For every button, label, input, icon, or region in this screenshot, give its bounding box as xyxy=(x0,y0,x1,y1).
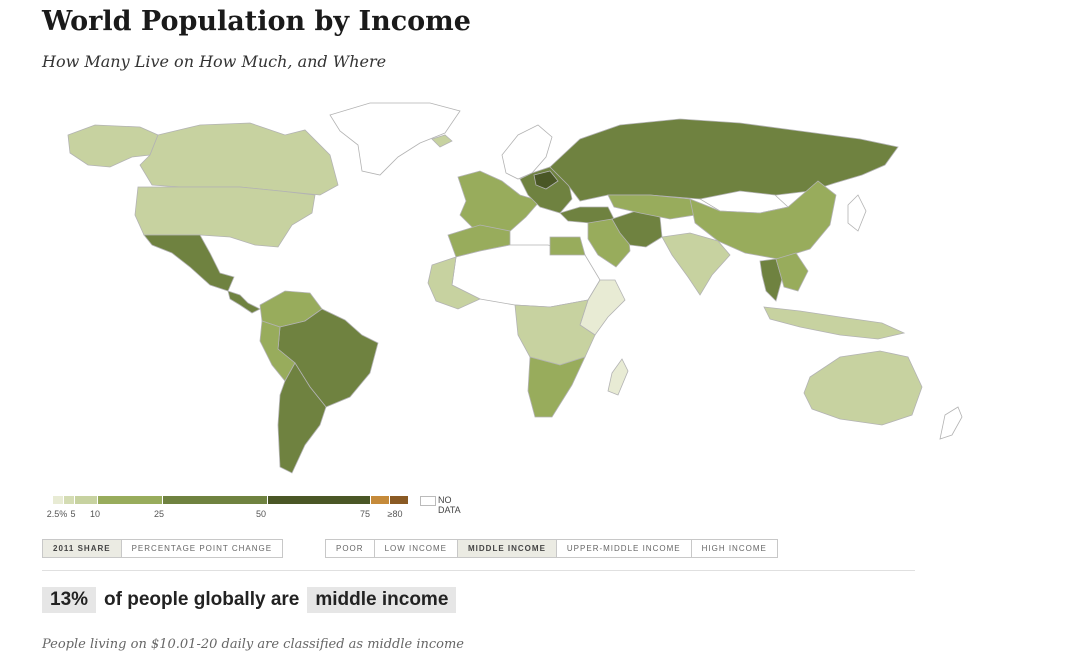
map-region-scandinavia[interactable] xyxy=(501,124,553,180)
map-region-southeast-asia[interactable] xyxy=(775,252,809,292)
legend-swatch xyxy=(64,496,75,504)
metric-toggle: 2011 SHARE PERCENTAGE POINT CHANGE xyxy=(42,539,284,558)
map-region-mexico[interactable] xyxy=(143,234,235,292)
map-region-west-africa[interactable] xyxy=(427,256,481,310)
map-region-india[interactable] xyxy=(661,232,731,296)
income-button-middle-income[interactable]: MIDDLE INCOME xyxy=(458,540,557,557)
map-region-madagascar[interactable] xyxy=(607,358,629,396)
map-region-indonesia[interactable] xyxy=(763,306,906,340)
income-button-upper-middle-income[interactable]: UPPER-MIDDLE INCOME xyxy=(556,540,692,557)
divider xyxy=(42,570,915,571)
legend-color-bar xyxy=(53,496,409,504)
map-region-canada[interactable] xyxy=(139,122,339,196)
metric-button-2011-share[interactable]: 2011 SHARE xyxy=(43,540,122,557)
map-region-alaska[interactable] xyxy=(67,124,159,168)
legend-swatch xyxy=(53,496,64,504)
legend-swatch xyxy=(390,496,409,504)
page-title: World Population by Income xyxy=(42,6,471,37)
map-region-western-europe[interactable] xyxy=(457,170,541,234)
legend-swatch xyxy=(98,496,163,504)
income-button-high-income[interactable]: HIGH INCOME xyxy=(691,540,777,557)
legend: 2.5% 5 10 25 50 75 ≥80 NO DATA xyxy=(47,495,473,526)
map-region-southern-cone[interactable] xyxy=(277,362,327,474)
map-region-central-america[interactable] xyxy=(227,290,261,314)
stat-group: middle income xyxy=(307,587,457,613)
map-region-iceland[interactable] xyxy=(431,134,453,148)
map-region-belarus[interactable] xyxy=(533,170,559,190)
income-button-poor[interactable]: POOR xyxy=(326,540,375,557)
legend-swatch xyxy=(163,496,268,504)
legend-tick: 10 xyxy=(89,509,101,519)
map-region-central-africa[interactable] xyxy=(514,299,596,366)
legend-tick: ≥80 xyxy=(387,509,403,519)
legend-tick: 5 xyxy=(70,509,76,519)
stat-value: 13% xyxy=(42,587,97,613)
legend-swatch xyxy=(268,496,371,504)
stat-summary: 13% of people globally are middle income xyxy=(42,587,457,613)
map-region-japan[interactable] xyxy=(847,194,867,232)
map-region-eastern-europe[interactable] xyxy=(519,166,573,214)
legend-no-data-label: NO DATA xyxy=(438,495,461,515)
income-button-low-income[interactable]: LOW INCOME xyxy=(374,540,459,557)
legend-tick: 50 xyxy=(255,509,267,519)
map-region-egypt[interactable] xyxy=(549,236,586,256)
footnote: People living on $10.01-20 daily are cla… xyxy=(42,637,465,652)
legend-tick: 2.5% xyxy=(46,509,68,519)
map-region-new-zealand[interactable] xyxy=(939,406,963,440)
stat-text: of people globally are xyxy=(104,589,300,610)
legend-tick: 75 xyxy=(359,509,371,519)
income-toggle: POOR LOW INCOME MIDDLE INCOME UPPER-MIDD… xyxy=(325,539,778,558)
map-region-australia[interactable] xyxy=(803,350,923,426)
map-region-southern-africa[interactable] xyxy=(527,356,586,418)
legend-no-data-swatch xyxy=(420,496,436,506)
map-region-central-asia[interactable] xyxy=(607,194,696,220)
metric-button-percentage-point-change[interactable]: PERCENTAGE POINT CHANGE xyxy=(121,540,283,557)
world-map xyxy=(67,102,963,474)
map-region-greenland[interactable] xyxy=(329,102,461,176)
page-subtitle: How Many Live on How Much, and Where xyxy=(42,52,387,71)
map-region-russia[interactable] xyxy=(549,118,899,202)
legend-tick: 25 xyxy=(153,509,165,519)
legend-swatch xyxy=(75,496,98,504)
legend-swatch xyxy=(371,496,390,504)
